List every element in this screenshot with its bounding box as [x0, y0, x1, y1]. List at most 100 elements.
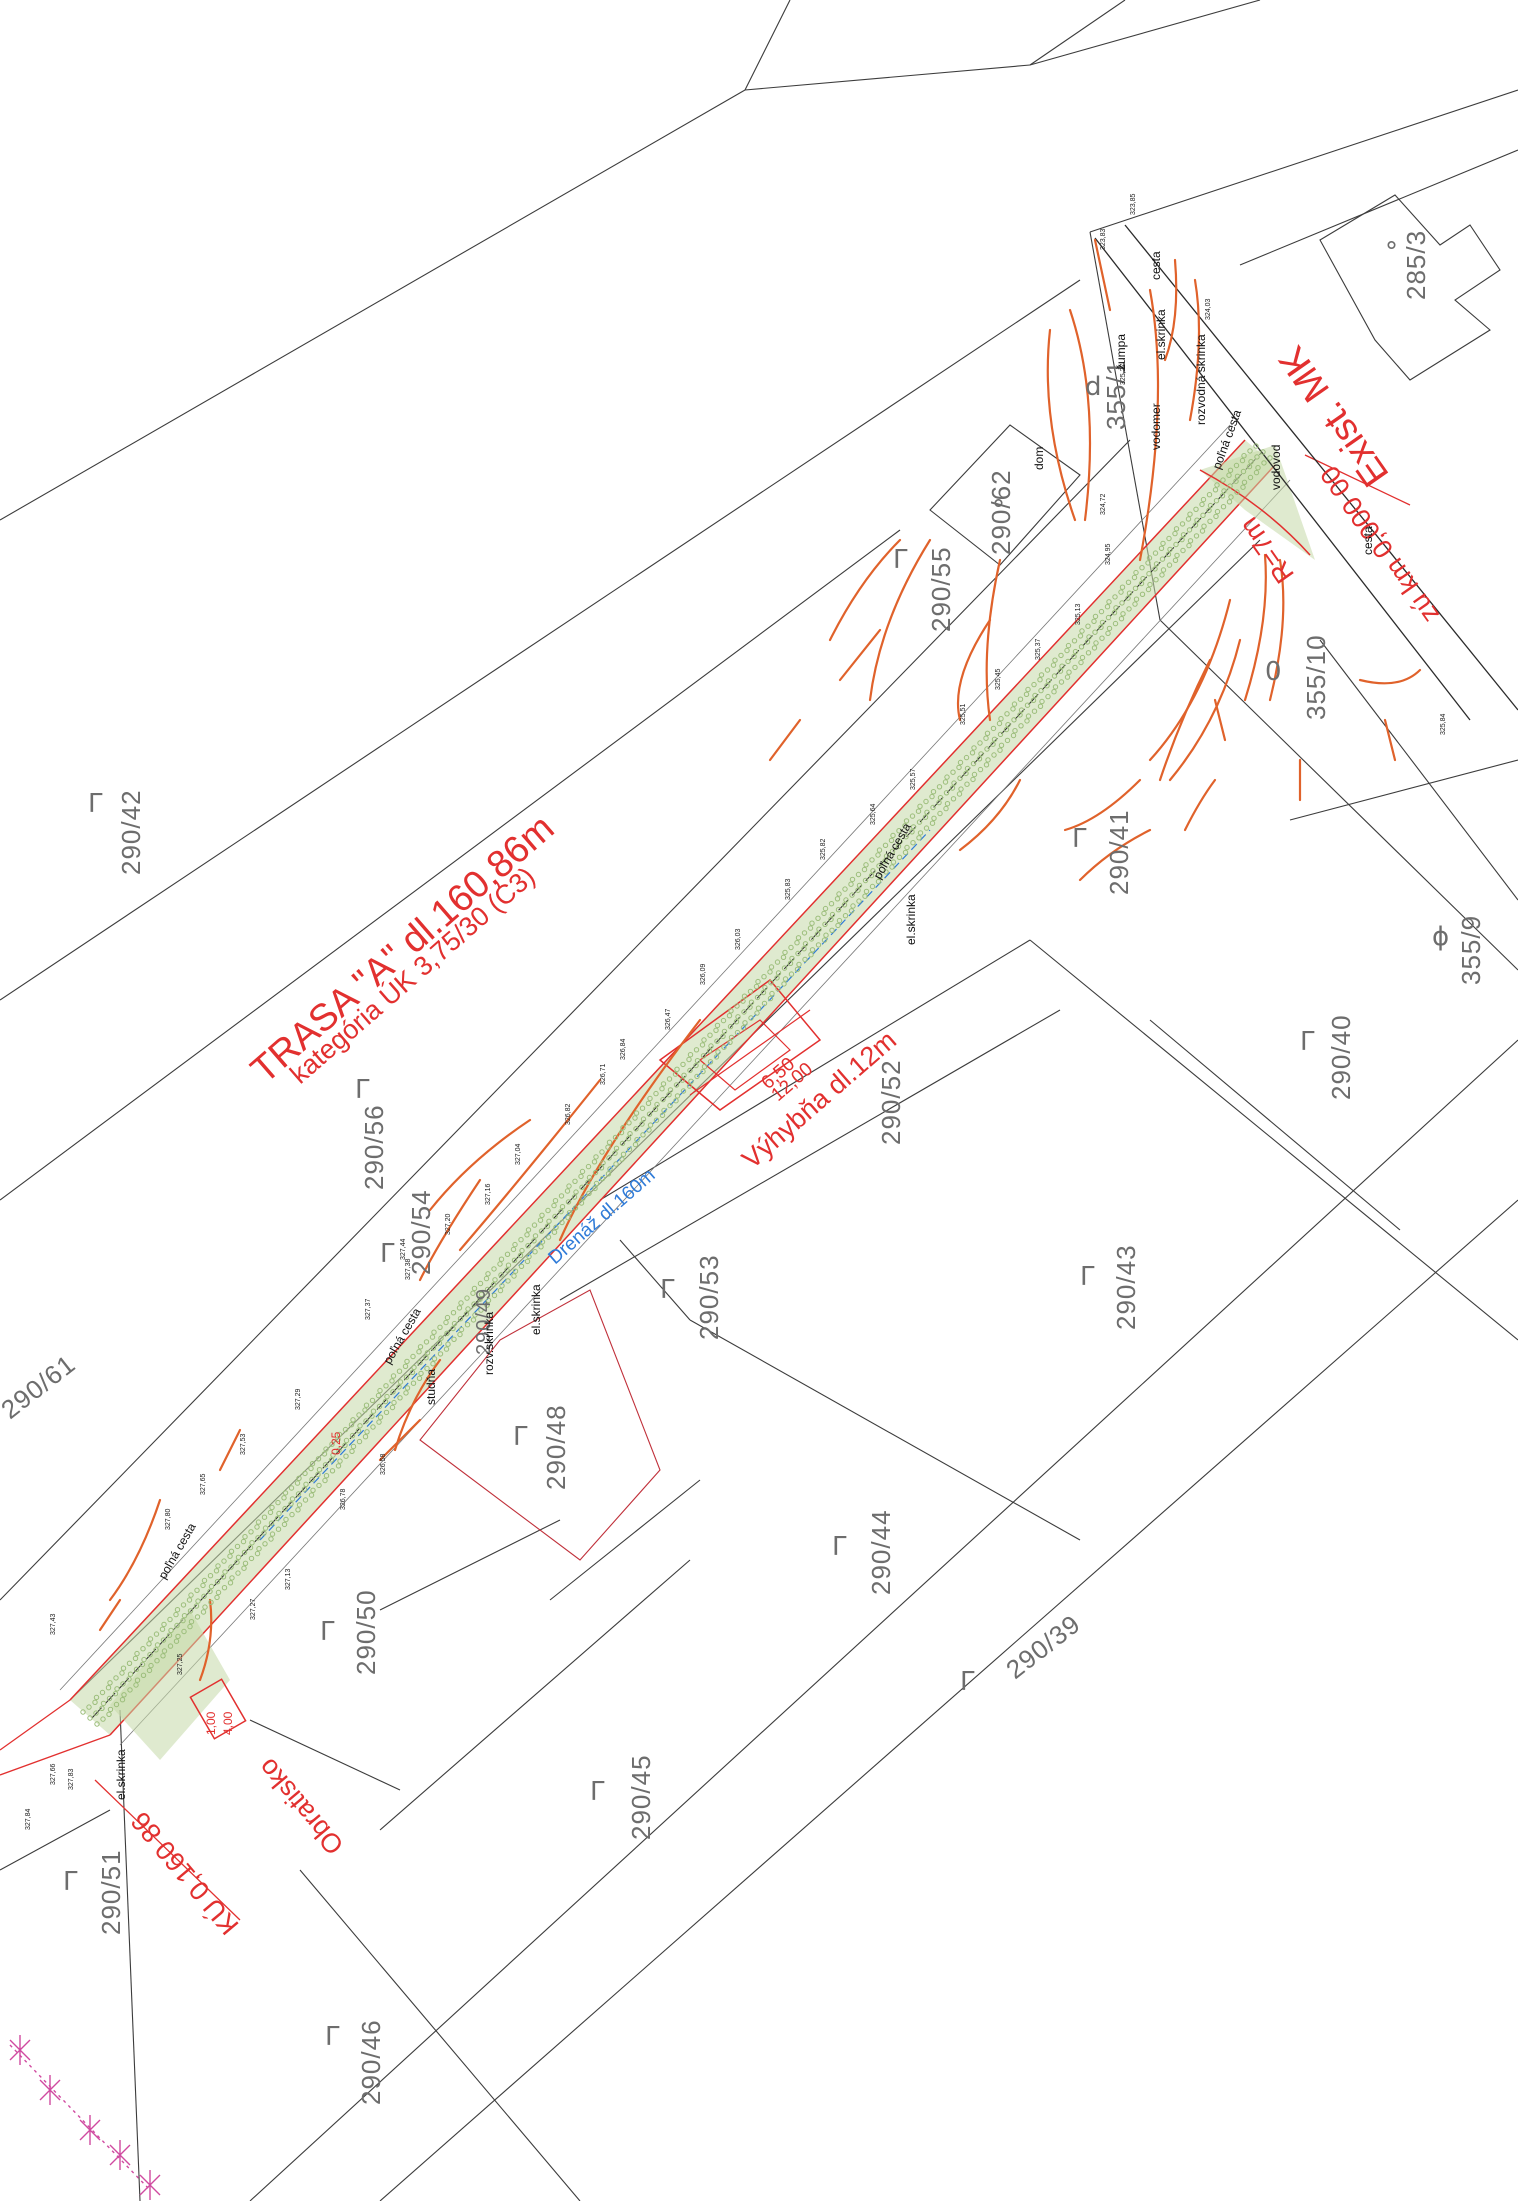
paving-dot — [262, 1525, 269, 1531]
paving-dot — [173, 1638, 180, 1644]
parcel-355-1: 355/1 — [1101, 360, 1131, 430]
paving-dot — [882, 842, 889, 848]
paving-dot — [490, 1281, 497, 1288]
paving-dot — [593, 1154, 599, 1160]
paving-dot — [774, 975, 780, 981]
well-label: studňa — [424, 1369, 438, 1405]
paving-dot — [572, 1178, 578, 1185]
paving-dot — [863, 862, 869, 868]
paving-dot — [694, 1058, 701, 1064]
svg-text:325,13: 325,13 — [1075, 603, 1082, 625]
paving-dot — [1241, 453, 1247, 459]
paving-dot — [661, 1107, 667, 1114]
paving-dot — [1112, 620, 1119, 627]
svg-text:325,27: 325,27 — [1120, 363, 1127, 385]
paving-dot — [748, 999, 755, 1005]
paving-dot — [666, 1076, 673, 1082]
svg-text:°: ° — [992, 495, 1005, 525]
paving-dot — [538, 1244, 544, 1250]
paving-dot — [545, 1234, 552, 1240]
paving-dot — [1104, 604, 1111, 610]
paving-dot — [234, 1543, 241, 1550]
paving-dot — [768, 980, 774, 986]
svg-text:327,53: 327,53 — [240, 1433, 247, 1455]
paving-dot — [1126, 590, 1133, 596]
paving-dot — [942, 779, 949, 785]
paving-dot — [1145, 586, 1152, 593]
paving-dot — [309, 1461, 316, 1467]
paving-dot — [815, 915, 821, 921]
paving-dot — [1241, 479, 1248, 485]
paving-dot — [1091, 618, 1097, 624]
paving-dot — [815, 942, 822, 948]
paving-dot — [647, 1095, 653, 1102]
paving-dot — [735, 1014, 741, 1020]
paving-dot — [113, 1675, 119, 1681]
paving-dot — [188, 1592, 194, 1598]
paving-dot — [936, 799, 942, 806]
paving-dot — [417, 1359, 423, 1366]
paving-dot — [1031, 681, 1037, 688]
svg-text:325,82: 325,82 — [820, 838, 827, 860]
paving-dot — [801, 946, 807, 952]
paving-dot — [537, 1217, 544, 1223]
terrain-contours — [98, 238, 1422, 1682]
paving-dot — [538, 1228, 545, 1234]
paving-dot — [228, 1564, 234, 1570]
svg-text:327,84: 327,84 — [25, 1808, 32, 1830]
paving-dot — [106, 1711, 112, 1718]
svg-text:323,83: 323,83 — [1100, 228, 1107, 250]
paving-dot — [1239, 457, 1246, 464]
paving-dot — [634, 1137, 640, 1143]
cesspit-label: žumpa — [1114, 334, 1128, 370]
paving-dot — [208, 1583, 215, 1590]
paving-dot — [194, 1587, 200, 1594]
paving-dot — [1057, 668, 1064, 674]
paving-dot — [146, 1667, 153, 1674]
svg-text:Γ: Γ — [1080, 1262, 1095, 1292]
paving-dot — [903, 834, 909, 840]
paving-dot — [207, 1588, 213, 1595]
paving-dot — [127, 1671, 134, 1677]
paving-dot — [794, 940, 800, 946]
paving-dot — [856, 882, 863, 889]
paving-dot — [1038, 687, 1044, 694]
paving-dot — [308, 1465, 314, 1472]
water-main-label: vodovod — [1269, 445, 1283, 490]
paving-dot — [1248, 459, 1254, 465]
paving-dot — [1167, 546, 1173, 553]
paving-dot — [1064, 674, 1071, 680]
paving-dot — [984, 746, 990, 752]
paving-dot — [328, 1457, 335, 1463]
paving-dot — [971, 771, 978, 778]
paving-dot — [875, 852, 881, 858]
paving-dot — [983, 762, 990, 768]
paving-dot — [302, 1470, 308, 1477]
paving-dot — [1078, 644, 1085, 650]
parcel-285-3: 285/3 — [1401, 230, 1431, 300]
parcel-290-45: 290/45 — [626, 1754, 656, 1840]
paving-dot — [437, 1324, 443, 1331]
paving-dot — [667, 1087, 674, 1093]
paving-dot — [463, 1311, 470, 1317]
paving-dot — [288, 1501, 294, 1507]
paving-dot — [416, 1349, 422, 1355]
paving-dot — [1199, 528, 1206, 534]
paving-dot — [255, 1519, 262, 1525]
paving-dot — [1066, 669, 1072, 675]
paving-dot — [741, 1009, 747, 1015]
paving-dot — [443, 1346, 450, 1352]
svg-text:327,66: 327,66 — [50, 1763, 57, 1785]
paving-dot — [376, 1419, 382, 1425]
paving-dot — [336, 1447, 342, 1453]
svg-text:325,51: 325,51 — [960, 703, 967, 725]
paving-dot — [478, 1291, 485, 1298]
paving-dot — [99, 1705, 105, 1712]
svg-text:Γ: Γ — [660, 1275, 675, 1305]
paving-dot — [686, 1056, 692, 1063]
paving-dot — [168, 1627, 174, 1634]
dim-100: 1,00 — [204, 1711, 218, 1735]
el-box-label-4: el.skrinka — [1154, 309, 1168, 360]
paving-dot — [1139, 591, 1146, 597]
